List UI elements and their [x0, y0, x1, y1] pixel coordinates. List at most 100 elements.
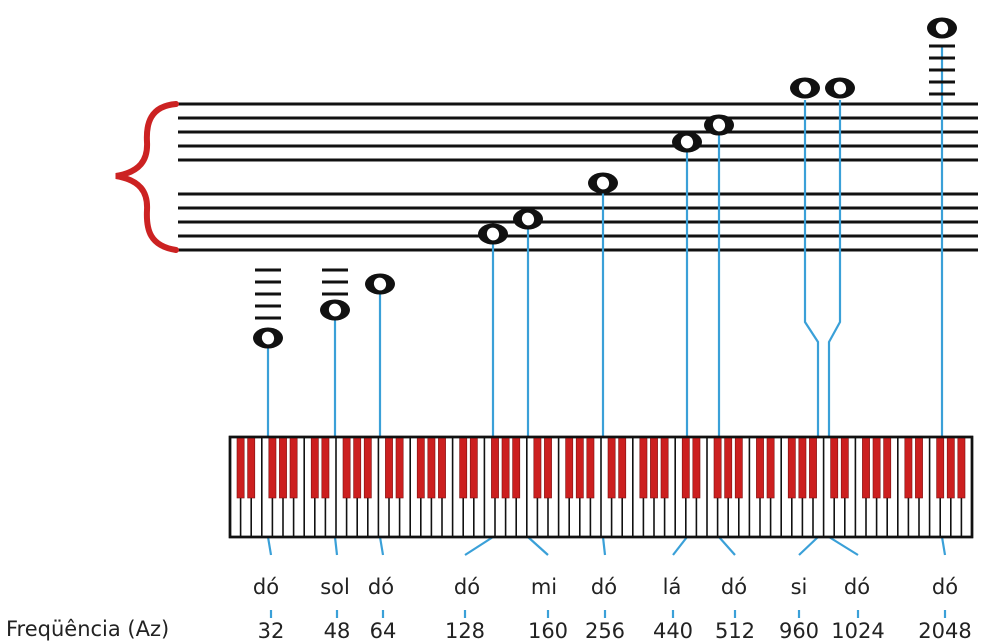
- black-key: [512, 437, 521, 499]
- note-hole: [798, 81, 812, 95]
- connector-tail: [333, 536, 339, 556]
- note-name-label: dó: [368, 575, 394, 599]
- frequency-value: 440: [653, 619, 693, 642]
- black-key: [660, 437, 669, 499]
- whole-note-icon: [588, 172, 618, 194]
- note-name-label: dó: [591, 575, 617, 599]
- black-key: [395, 437, 404, 499]
- note-hole: [261, 331, 275, 345]
- frequency-value: 64: [370, 619, 397, 642]
- note-name-label: si: [791, 575, 808, 599]
- frequency-value: 256: [585, 619, 625, 642]
- note-hole: [596, 176, 610, 190]
- note-hole: [521, 212, 535, 226]
- black-key: [734, 437, 743, 499]
- connector-440: [671, 150, 689, 618]
- connector-160: [526, 225, 550, 618]
- black-key: [575, 437, 584, 499]
- note-hole: [680, 135, 694, 149]
- connector-tail: [464, 536, 494, 556]
- frequency-value: 1024: [831, 619, 884, 642]
- connector-tail: [527, 536, 549, 556]
- black-key: [353, 437, 362, 499]
- black-key: [639, 437, 648, 499]
- connector-tail: [672, 536, 688, 556]
- black-key: [936, 437, 945, 499]
- black-key: [279, 437, 287, 499]
- connector-tail: [718, 536, 736, 556]
- note-name-label: dó: [454, 575, 480, 599]
- whole-note-icon: [825, 77, 855, 99]
- black-key: [915, 437, 923, 499]
- frequency-axis-label: Freqüência (Az): [6, 617, 169, 641]
- note-name-label: dó: [932, 575, 958, 599]
- frequency-value: 128: [445, 619, 485, 642]
- black-key: [650, 437, 658, 499]
- black-key: [427, 437, 436, 499]
- black-key: [247, 437, 256, 499]
- connector-512: [717, 132, 737, 618]
- black-key: [469, 437, 478, 499]
- note-hole: [712, 118, 726, 132]
- whole-note-icon: [704, 114, 734, 136]
- black-key: [830, 437, 839, 499]
- whole-note-icon: [320, 299, 350, 321]
- frequency-value: 960: [779, 619, 819, 642]
- black-key: [798, 437, 807, 499]
- black-key: [957, 437, 966, 499]
- note-name-labels: dó sol dó dó mi dó lá dó si dó dó: [253, 575, 958, 599]
- black-key: [385, 437, 393, 499]
- frequency-value: 512: [715, 619, 755, 642]
- black-key: [766, 437, 775, 499]
- black-key: [840, 437, 849, 499]
- note-name-label: dó: [721, 575, 747, 599]
- black-key: [438, 437, 446, 499]
- black-key: [724, 437, 733, 499]
- connector-960: [797, 100, 820, 618]
- black-key: [459, 437, 468, 499]
- frequency-value: 160: [528, 619, 568, 642]
- ledger-lines: [255, 44, 955, 320]
- whole-note-icon: [253, 327, 283, 349]
- connector-tail: [601, 536, 607, 556]
- black-key: [236, 437, 245, 499]
- connector-2048: [940, 45, 947, 618]
- note-heads: [253, 17, 957, 349]
- connector-256: [601, 190, 607, 618]
- connector-lines: [266, 45, 947, 618]
- black-key: [618, 437, 627, 499]
- frequency-value: 2048: [918, 619, 971, 642]
- whole-note-icon: [478, 223, 508, 245]
- black-key: [946, 437, 955, 499]
- black-key: [310, 437, 319, 499]
- brace-icon: [115, 101, 179, 253]
- black-key: [904, 437, 913, 499]
- bass-staff: [178, 192, 978, 252]
- note-hole: [328, 303, 342, 317]
- black-key: [692, 437, 701, 499]
- black-key: [363, 437, 372, 499]
- whole-note-icon: [927, 17, 957, 39]
- connector-tail: [940, 536, 947, 556]
- black-key: [501, 437, 510, 499]
- connector-tail: [378, 536, 385, 556]
- black-key: [533, 437, 542, 499]
- black-key: [268, 437, 277, 499]
- whole-note-icon: [790, 77, 820, 99]
- connector-tail: [828, 536, 859, 556]
- note-hole: [486, 227, 500, 241]
- black-key: [872, 437, 881, 499]
- note-name-label: dó: [844, 575, 870, 599]
- black-key: [565, 437, 574, 499]
- black-key: [862, 437, 870, 499]
- connector-tail: [266, 536, 273, 556]
- whole-note-icon: [672, 131, 702, 153]
- keyboard-border: [228, 435, 974, 539]
- frequency-value: 48: [324, 619, 351, 642]
- black-key: [756, 437, 764, 499]
- note-name-label: lá: [663, 575, 682, 599]
- note-hole: [935, 21, 949, 35]
- note-name-label: mi: [531, 575, 557, 599]
- connector-line: [827, 100, 842, 455]
